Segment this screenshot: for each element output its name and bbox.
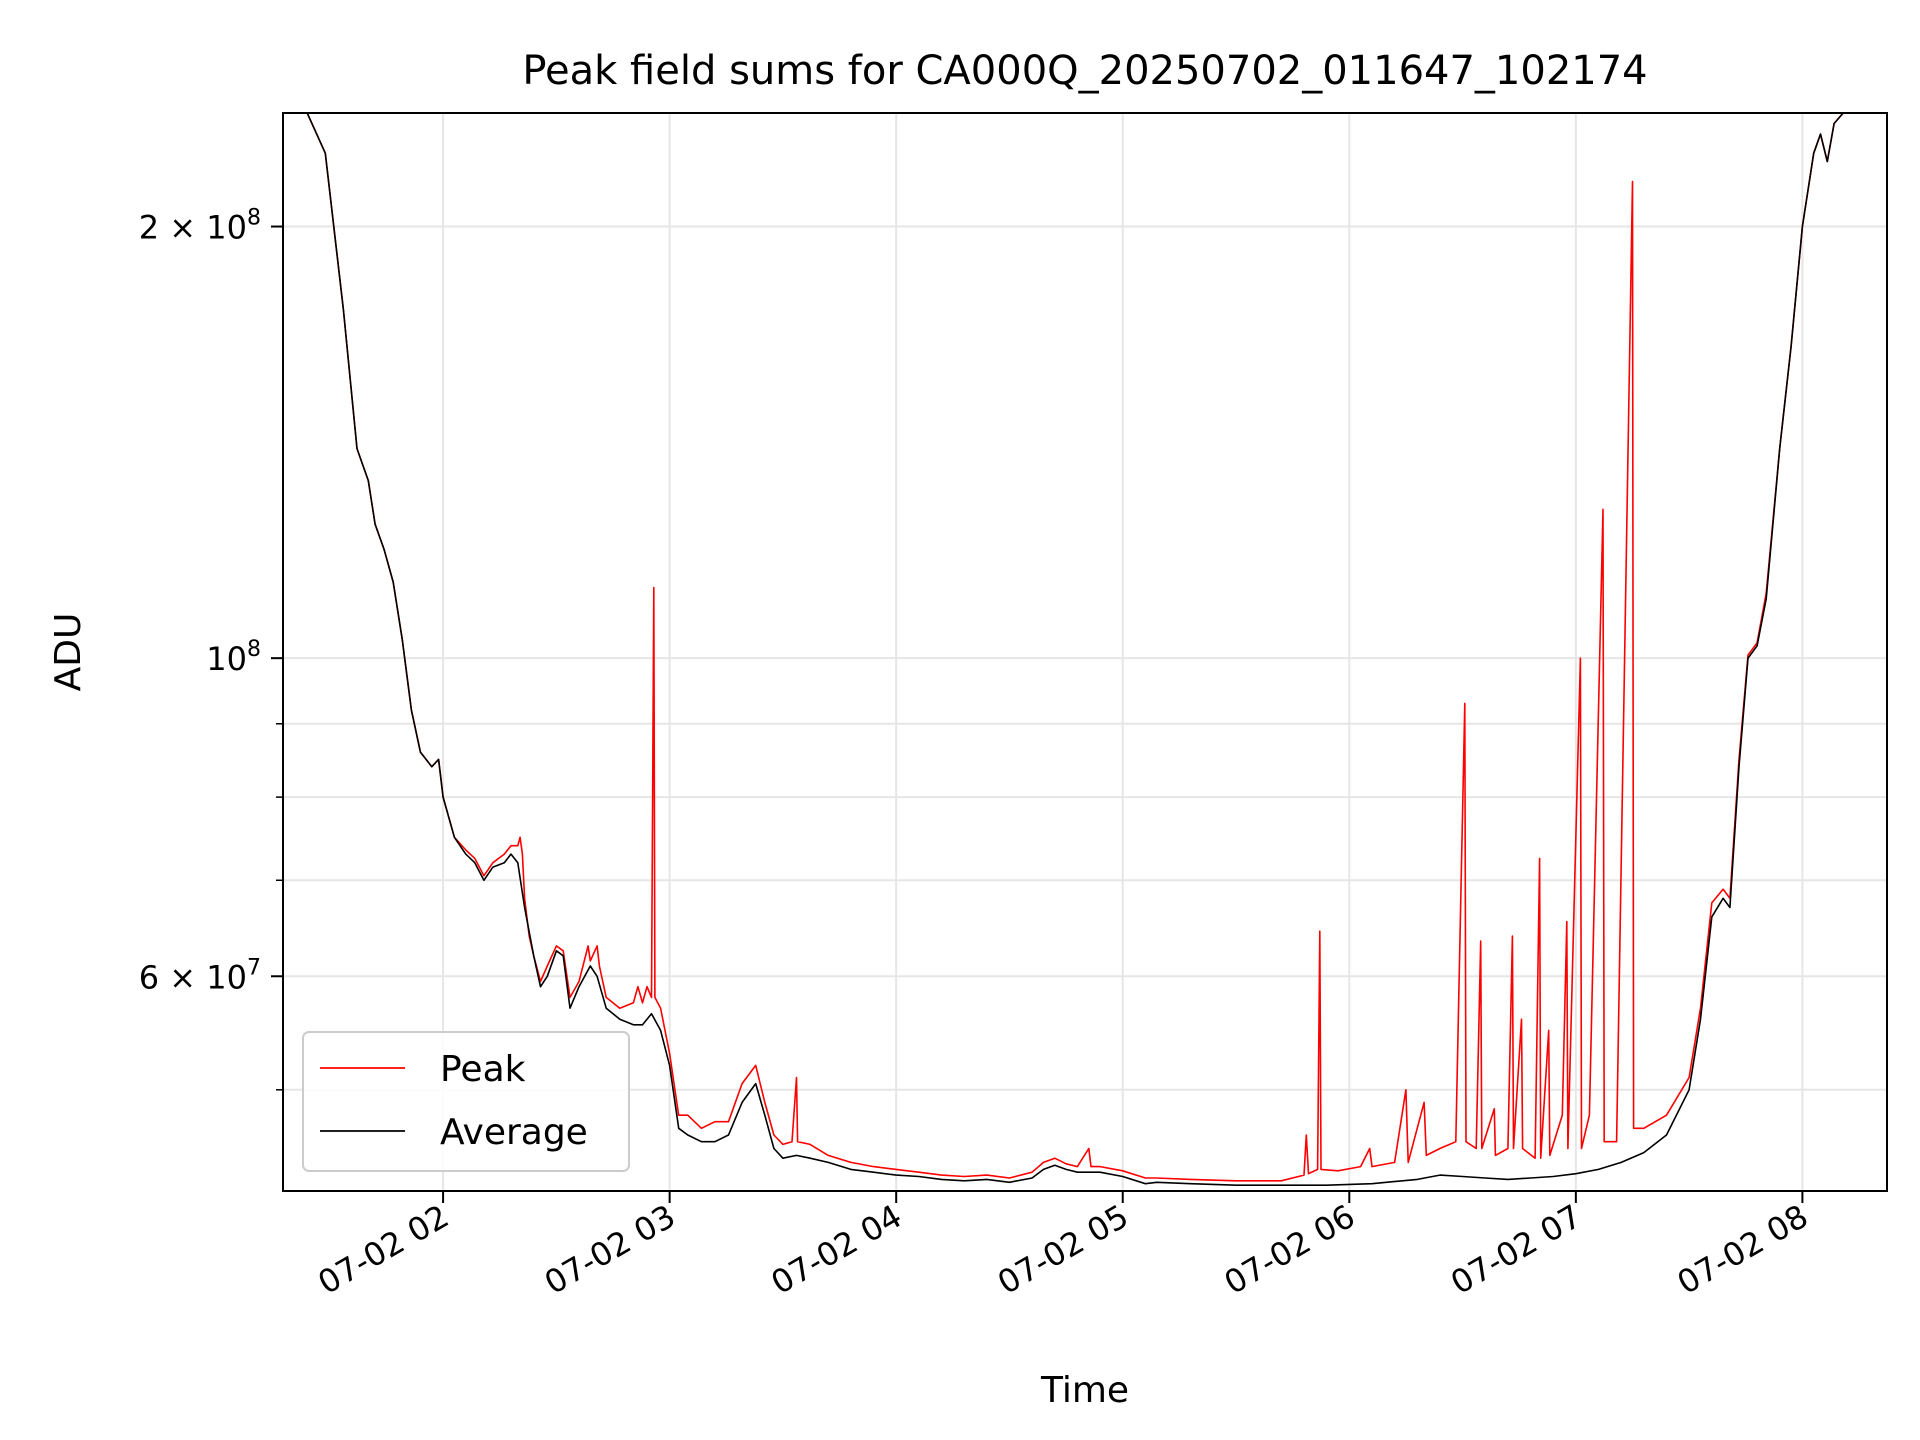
legend-label-peak: Peak — [440, 1049, 526, 1090]
y-axis-label: ADU — [48, 613, 89, 692]
y-axis: 6 × 107 108 2 × 108 — [139, 206, 283, 1091]
x-tick-label: 07-02 06 — [1218, 1197, 1362, 1302]
series-line-average — [283, 113, 1887, 1186]
series-line-peak — [283, 113, 1887, 1182]
x-tick-label: 07-02 05 — [991, 1197, 1135, 1302]
x-tick-label: 07-02 03 — [538, 1197, 682, 1302]
plot-series — [283, 113, 1887, 1186]
legend-box — [302, 1031, 630, 1172]
legend: Peak Average — [302, 1031, 630, 1172]
x-axis: 07-02 02 07-02 03 07-02 04 07-02 05 07-02 06… — [311, 1191, 1814, 1302]
y-tick-label: 6 × 107 — [139, 955, 261, 996]
x-tick-label: 07-02 04 — [765, 1197, 909, 1302]
chart-title: Peak field sums for CA000Q_20250702_0116… — [522, 48, 1647, 94]
grid — [283, 113, 1887, 1191]
x-tick-label: 07-02 02 — [311, 1197, 455, 1302]
legend-label-average: Average — [440, 1112, 588, 1153]
x-axis-label: Time — [1040, 1370, 1129, 1411]
x-tick-label: 07-02 07 — [1444, 1197, 1588, 1302]
plot-frame — [282, 112, 1888, 1192]
x-tick-label: 07-02 08 — [1671, 1197, 1815, 1302]
y-tick-label: 2 × 108 — [139, 206, 261, 247]
y-tick-label: 108 — [206, 637, 261, 678]
